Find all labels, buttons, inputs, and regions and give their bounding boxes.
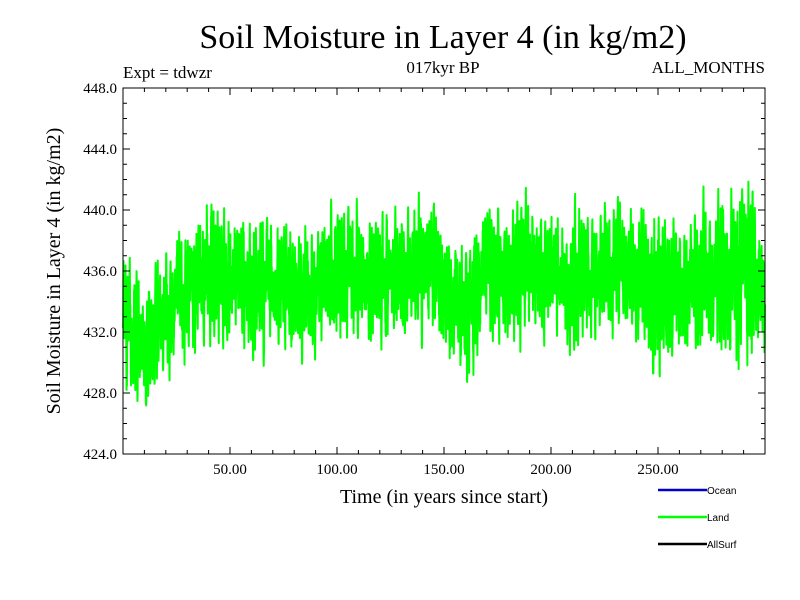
legend-label-allsurf: AllSurf	[707, 540, 737, 551]
chart-title: Soil Moisture in Layer 4 (in kg/m2)	[199, 19, 686, 56]
legend-label-land: Land	[707, 513, 729, 524]
x-tick-label: 250.00	[637, 462, 678, 478]
x-tick-label: 200.00	[530, 462, 571, 478]
y-tick-label: 448.0	[83, 81, 117, 97]
y-tick-label: 424.0	[83, 447, 117, 463]
legend: Ocean Land AllSurf	[658, 486, 737, 551]
subtitle-period: 017kyr BP	[406, 58, 479, 77]
x-tick-label: 100.00	[316, 462, 357, 478]
y-tick-label: 428.0	[83, 386, 117, 402]
x-axis-label: Time (in years since start)	[340, 486, 548, 508]
y-tick-label: 436.0	[83, 264, 117, 280]
y-tick-label: 444.0	[83, 142, 117, 158]
subtitle-experiment: Expt = tdwzr	[123, 63, 212, 82]
x-tick-label: 150.00	[423, 462, 464, 478]
x-axis-ticks: 50.00 100.00 150.00 200.00 250.00	[143, 88, 745, 478]
plot-area: 50.00 100.00 150.00 200.00 250.00 424.0 428.0…	[83, 81, 766, 478]
y-tick-label: 440.0	[83, 203, 117, 219]
subtitle-months: ALL_MONTHS	[652, 58, 765, 77]
y-axis-label: Soil Moisture in Layer 4 (in kg/m2)	[43, 128, 65, 415]
y-tick-label: 432.0	[83, 325, 117, 341]
series-layer	[122, 180, 766, 407]
legend-label-ocean: Ocean	[707, 486, 736, 497]
y-axis-ticks: 424.0 428.0 432.0 436.0 440.0 444.0 448.0	[83, 81, 765, 463]
x-tick-label: 50.00	[213, 462, 247, 478]
series-line-land	[122, 180, 766, 407]
